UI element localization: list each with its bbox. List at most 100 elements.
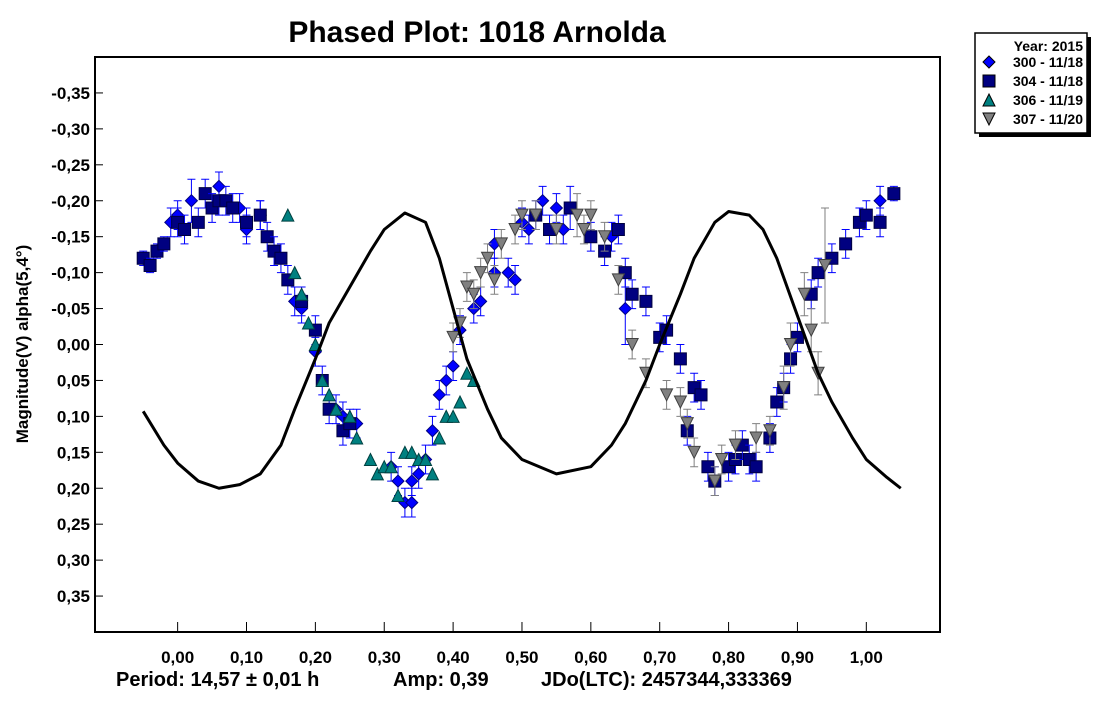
data-point [480, 251, 495, 266]
x-tick-label: 0,60 [574, 648, 607, 667]
x-tick-label: 1,00 [850, 648, 883, 667]
x-tick-label: 0,90 [781, 648, 814, 667]
series-306 [281, 208, 481, 502]
data-point [494, 237, 509, 251]
data-point [322, 387, 336, 402]
y-tick-label: -0,20 [51, 192, 90, 211]
data-point [405, 474, 419, 488]
data-point [584, 208, 598, 223]
data-point [460, 280, 474, 295]
data-point [466, 287, 481, 302]
footer-period: Period: 14,57 ± 0,01 h [116, 669, 319, 691]
data-point [707, 474, 722, 489]
y-tick-label: -0,10 [51, 264, 90, 283]
data-point [811, 266, 825, 280]
data-point [281, 208, 295, 222]
legend: Year: 2015 300 - 11/18 304 - 11/18 306 - 1… [974, 32, 1091, 137]
legend-entry: 300 - 11/18 [1013, 54, 1083, 70]
data-point [728, 438, 743, 453]
x-tick-label: 0,70 [643, 648, 676, 667]
data-point [384, 459, 398, 474]
data-point [432, 430, 447, 445]
x-tick-label: 0,40 [437, 648, 470, 667]
data-point [625, 338, 639, 352]
data-point [528, 208, 543, 223]
data-point [501, 265, 515, 280]
data-point [549, 223, 564, 237]
data-point [432, 388, 447, 402]
data-point [839, 237, 853, 251]
data-point [818, 258, 832, 273]
legend-marker-diamond-icon [982, 55, 996, 69]
x-tick-label: 0,50 [505, 648, 538, 667]
data-point [694, 388, 708, 402]
y-tick-label: 0,35 [57, 587, 90, 606]
data-point [515, 208, 529, 223]
y-axis-label: Magnitude(V) alpha(5,4°) [13, 245, 32, 444]
chart-title: Phased Plot: 1018 Arnolda [288, 16, 666, 49]
data-point [673, 395, 688, 410]
series-307 [446, 193, 832, 496]
data-point [260, 230, 274, 244]
data-point [584, 230, 598, 244]
x-tick-label: 0,00 [161, 648, 194, 667]
data-point [783, 338, 798, 352]
y-tick-label: -0,30 [51, 120, 90, 139]
data-point [143, 258, 157, 272]
y-tick-label: 0,20 [57, 479, 90, 498]
data-point [625, 287, 639, 301]
x-tick-label: 0,30 [368, 648, 401, 667]
data-point [391, 474, 405, 488]
x-tick-label: 0,10 [230, 648, 263, 667]
data-point [198, 187, 212, 201]
data-point [859, 208, 873, 222]
series-304 [136, 178, 901, 496]
footer-jdo: JDo(LTC): 2457344,333369 [541, 669, 792, 691]
data-point [549, 201, 564, 215]
data-point [446, 359, 460, 373]
data-point [446, 409, 460, 423]
data-point [411, 467, 426, 481]
legend-entry: 306 - 11/19 [1013, 92, 1083, 108]
data-point [776, 381, 791, 395]
data-point [240, 215, 254, 229]
data-point [405, 495, 419, 510]
data-point [460, 366, 474, 380]
data-point [873, 194, 887, 208]
data-point [473, 294, 488, 309]
y-tick-label: -0,25 [51, 156, 90, 175]
x-tick-label: 0,20 [299, 648, 332, 667]
y-tick-label: 0,25 [57, 515, 90, 534]
plot-area [136, 171, 902, 518]
data-point [749, 431, 763, 446]
data-point [226, 201, 240, 215]
data-point [659, 388, 674, 402]
y-tick-label: -0,05 [51, 300, 90, 319]
footer-amp: Amp: 0,39 [393, 669, 489, 691]
data-point [611, 223, 625, 236]
y-tick-label: 0,30 [57, 551, 90, 570]
data-point [770, 395, 784, 409]
y-tick-label: -0,15 [51, 228, 90, 247]
data-point [453, 394, 467, 409]
y-tick-label: 0,05 [57, 371, 90, 390]
data-point [349, 430, 364, 445]
data-point [804, 323, 819, 338]
data-point [701, 460, 715, 474]
axes: 0,00 0,10 0,20 0,30 0,40 0,50 0,60 0,70 0,80 0,90… [51, 84, 883, 667]
data-point [673, 352, 687, 366]
data-point [418, 452, 433, 466]
data-point [873, 215, 887, 229]
y-tick-label: -0,35 [51, 84, 90, 103]
data-point [618, 301, 632, 316]
data-point [687, 445, 701, 460]
plot-frame [94, 56, 941, 633]
series-300 [164, 171, 887, 518]
data-point [274, 251, 288, 265]
data-point [508, 273, 522, 287]
data-point [639, 294, 653, 308]
data-point [301, 315, 316, 330]
data-point [797, 287, 812, 302]
data-point [253, 208, 267, 222]
